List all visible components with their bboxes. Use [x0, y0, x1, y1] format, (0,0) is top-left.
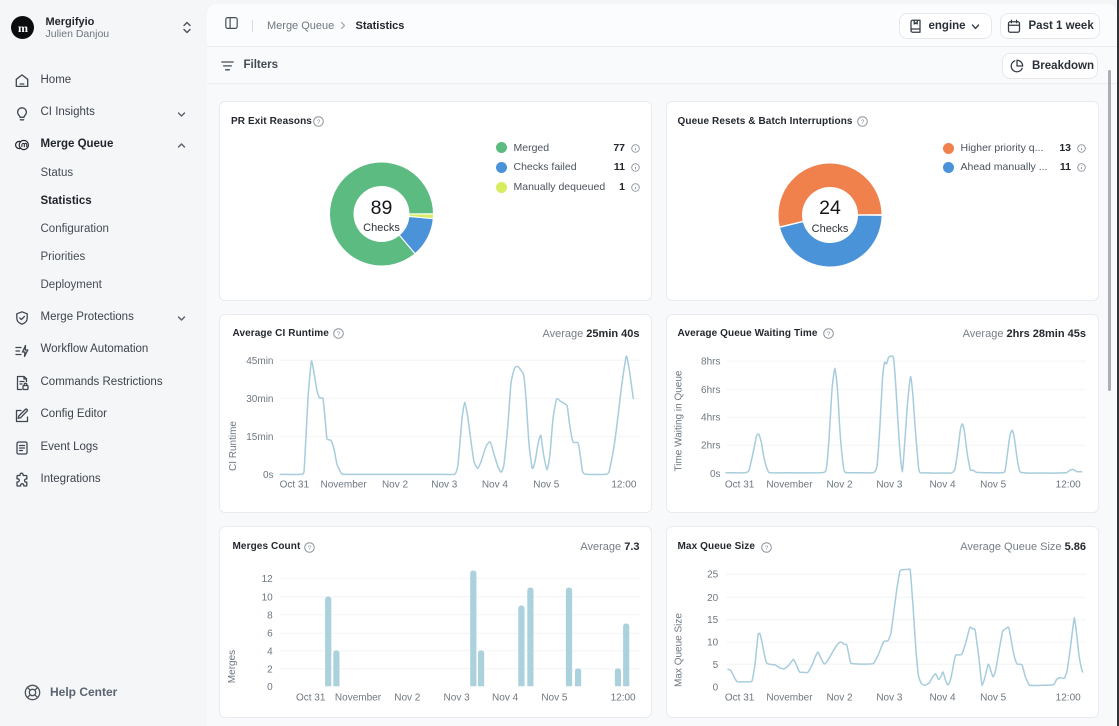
svg-text:12: 12	[262, 574, 274, 585]
svg-text:m: m	[18, 21, 28, 35]
svg-text:Nov 5: Nov 5	[541, 693, 568, 704]
svg-text:Nov 3: Nov 3	[444, 693, 471, 704]
svg-text:?: ?	[860, 118, 864, 125]
svg-text:12:00: 12:00	[1056, 479, 1081, 490]
svg-text:Nov 4: Nov 4	[929, 693, 956, 704]
svg-text:Nov 2: Nov 2	[826, 693, 853, 704]
svg-text:?: ?	[337, 331, 341, 338]
svg-text:15min: 15min	[246, 432, 273, 443]
svg-text:?: ?	[765, 544, 769, 551]
svg-text:8: 8	[267, 610, 273, 621]
svg-text:Oct 31: Oct 31	[280, 479, 310, 490]
svg-text:0s: 0s	[710, 469, 721, 480]
svg-text:0s: 0s	[263, 470, 274, 481]
svg-text:Merges: Merges	[227, 650, 238, 683]
svg-text:20: 20	[707, 593, 719, 604]
svg-text:10: 10	[262, 592, 274, 603]
svg-text:Nov 2: Nov 2	[826, 479, 853, 490]
svg-text:?: ?	[827, 331, 831, 338]
svg-text:25: 25	[707, 570, 719, 581]
svg-text:6hrs: 6hrs	[701, 385, 720, 396]
svg-text:Oct 31: Oct 31	[296, 693, 326, 704]
svg-text:10: 10	[707, 638, 719, 649]
svg-text:Oct 31: Oct 31	[725, 479, 755, 490]
svg-text:Nov 5: Nov 5	[533, 479, 560, 490]
svg-text:8hrs: 8hrs	[701, 357, 720, 368]
svg-text:CI Runtime: CI Runtime	[228, 421, 239, 471]
svg-text:2: 2	[267, 664, 273, 675]
svg-text:Nov 3: Nov 3	[876, 693, 903, 704]
svg-text:2hrs: 2hrs	[701, 441, 720, 452]
svg-text:0: 0	[713, 682, 719, 693]
svg-text:Nov 5: Nov 5	[980, 693, 1007, 704]
svg-text:4: 4	[267, 646, 273, 657]
svg-text:Nov 4: Nov 4	[492, 693, 519, 704]
svg-text:?: ?	[317, 118, 321, 125]
svg-text:15: 15	[707, 615, 719, 626]
svg-text:Nov 3: Nov 3	[431, 479, 458, 490]
svg-text:November: November	[335, 693, 382, 704]
svg-text:0: 0	[267, 682, 273, 693]
svg-text:Nov 5: Nov 5	[980, 479, 1007, 490]
svg-text:5: 5	[713, 660, 719, 671]
svg-text:November: November	[766, 479, 813, 490]
svg-text:Nov 4: Nov 4	[482, 479, 509, 490]
svg-text:Nov 2: Nov 2	[394, 693, 421, 704]
svg-text:Nov 4: Nov 4	[929, 479, 956, 490]
svg-text:Nov 2: Nov 2	[382, 479, 409, 490]
svg-text:?: ?	[307, 544, 311, 551]
svg-text:Oct 31: Oct 31	[725, 693, 755, 704]
svg-text:4hrs: 4hrs	[701, 413, 720, 424]
svg-text:November: November	[766, 693, 813, 704]
svg-text:Max Queue Size: Max Queue Size	[674, 613, 685, 687]
svg-text:12:00: 12:00	[1056, 693, 1081, 704]
svg-text:45min: 45min	[246, 356, 273, 367]
svg-text:Nov 3: Nov 3	[876, 479, 903, 490]
svg-text:12:00: 12:00	[611, 479, 636, 490]
svg-text:6: 6	[267, 629, 273, 640]
svg-text:Time Waiting in Queue: Time Waiting in Queue	[674, 370, 685, 471]
svg-text:November: November	[321, 479, 368, 490]
svg-text:12:00: 12:00	[611, 693, 636, 704]
svg-text:30min: 30min	[246, 394, 273, 405]
